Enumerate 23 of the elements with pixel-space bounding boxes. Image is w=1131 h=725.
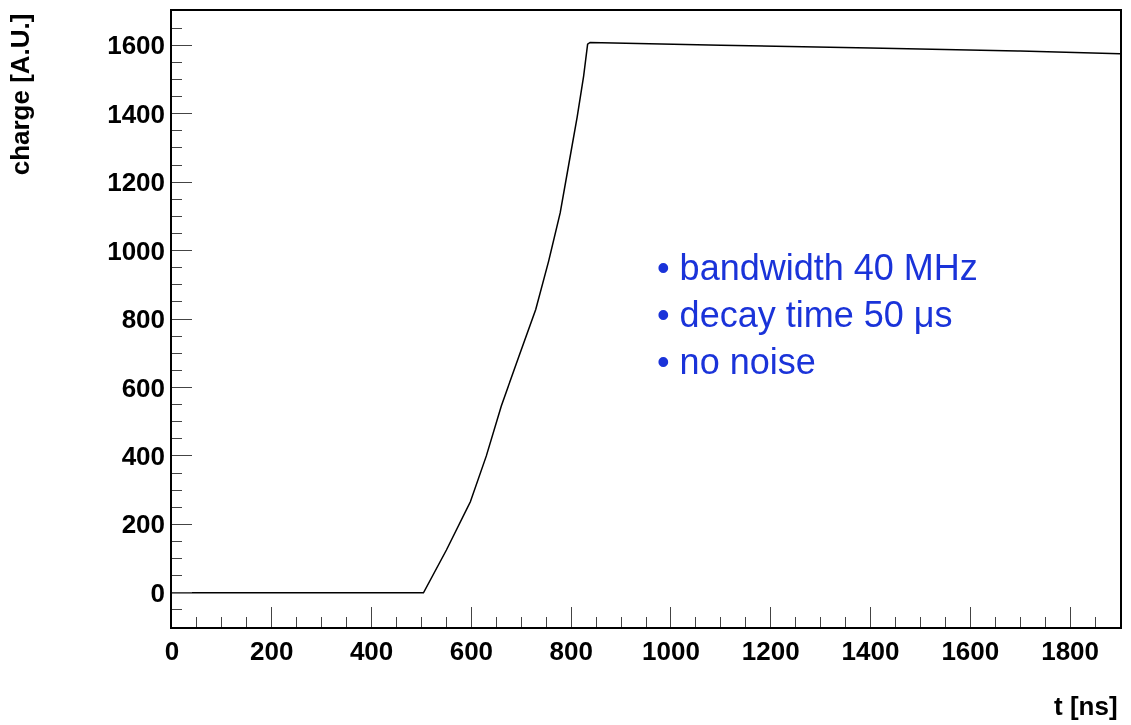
x-tick-label: 1000	[642, 635, 700, 666]
y-tick-label: 1200	[107, 167, 166, 198]
annotation: • decay time 50 μs	[657, 293, 953, 335]
x-tick-label: 1400	[841, 635, 900, 666]
y-tick-label: 1400	[107, 98, 166, 129]
y-axis-title: charge [A.U.]	[5, 13, 36, 176]
x-tick-label: 600	[449, 635, 494, 666]
x-axis-title: t [ns]	[1054, 691, 1118, 721]
y-tick-label: 600	[121, 372, 166, 403]
x-tick-label: 1800	[1041, 635, 1100, 666]
annotation: • bandwidth 40 MHz	[657, 247, 978, 288]
x-tick-label: 800	[549, 635, 593, 666]
x-tick-label: 400	[349, 635, 394, 666]
x-tick-label: 200	[250, 635, 294, 666]
annotation: • no noise	[657, 340, 816, 382]
y-tick-label: 1600	[107, 30, 166, 61]
y-tick-label: 1000	[107, 235, 166, 266]
y-tick-label: 0	[150, 577, 166, 608]
x-tick-label: 1200	[741, 635, 800, 666]
y-tick-label: 400	[121, 440, 166, 471]
y-tick-label: 800	[121, 304, 166, 335]
x-tick-label: 1600	[941, 635, 1000, 666]
y-tick-label: 200	[121, 509, 166, 540]
